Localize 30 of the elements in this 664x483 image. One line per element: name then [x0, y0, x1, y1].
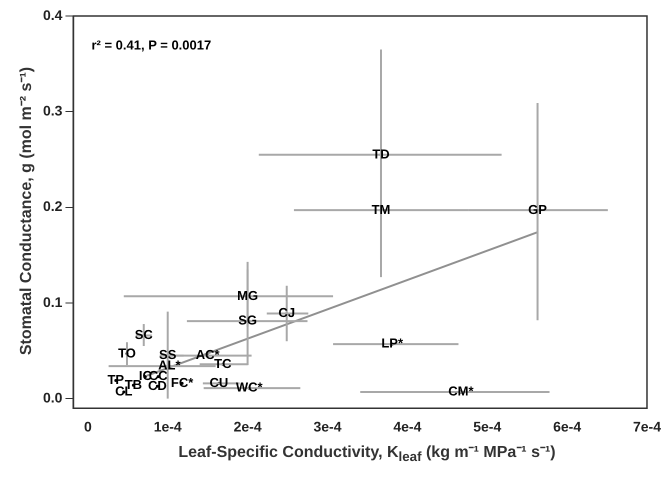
x-tick-label: 1e-4 — [154, 418, 182, 434]
x-tick-label: 5e-4 — [473, 418, 502, 434]
text: LP* — [381, 336, 404, 351]
annotation: r² = 0.41, P = 0.0017 — [91, 38, 212, 53]
text: SG — [238, 312, 257, 328]
text: CJ — [278, 305, 296, 320]
text: TO — [118, 345, 136, 360]
text: TM — [372, 202, 390, 217]
y-tick-label: 0.1 — [42, 294, 63, 310]
y-tick-label: 0.2 — [42, 198, 63, 214]
text: SC — [134, 327, 154, 342]
y-tick-label: 0.4 — [42, 6, 63, 23]
y-tick-label: 0.3 — [42, 102, 63, 119]
text: TD — [372, 146, 390, 162]
x-tick-label: 0 — [84, 418, 92, 434]
text: CM* — [448, 384, 474, 399]
text: WC* — [236, 380, 264, 395]
text: CU — [209, 374, 228, 390]
text: GP — [528, 202, 548, 217]
x-tick-label: 6e-4 — [553, 418, 582, 434]
x-tick-label: 3e-4 — [313, 418, 342, 434]
text: FC* — [170, 374, 194, 390]
x-tick-label: 7e-4 — [632, 418, 662, 434]
x-tick-label: 2e-4 — [234, 418, 262, 434]
text: MG — [237, 288, 258, 303]
y-axis-title: Stomatal Conductance, g (mol m⁻² s⁻¹) — [17, 66, 36, 358]
x-axis-title: Leaf-Specific Conductivity, K$_{leaf}$ (kg m⁻¹ MPa⁻¹ s⁻¹) — [177, 443, 557, 464]
y-tick-label: 0.0 — [42, 389, 63, 406]
x-tick-label: 4e-4 — [393, 418, 422, 434]
text: TP — [107, 372, 124, 388]
